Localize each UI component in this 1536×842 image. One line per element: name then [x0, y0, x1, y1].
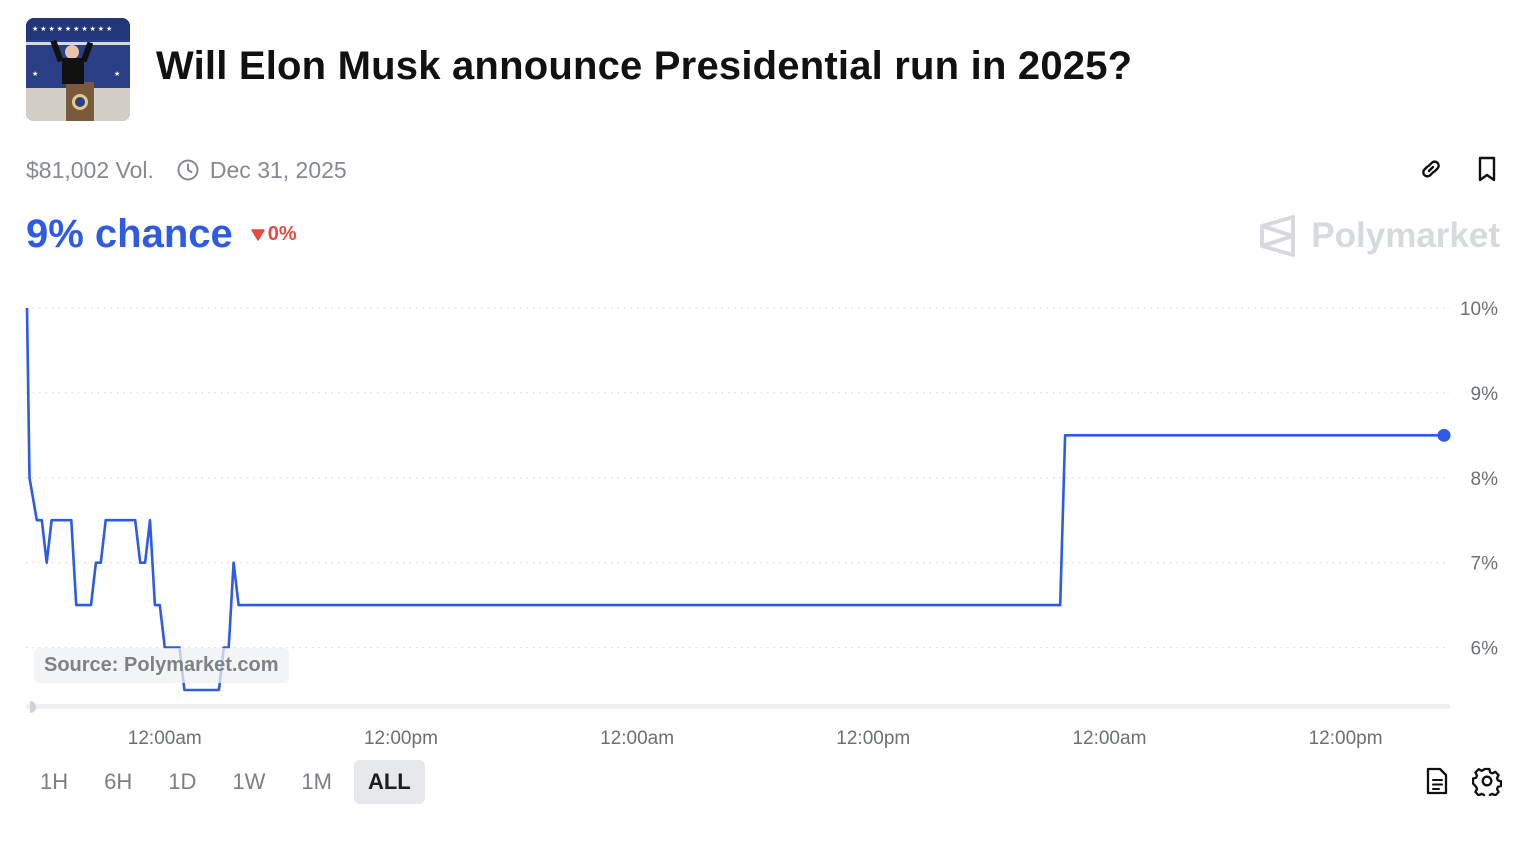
range-tab-6h[interactable]: 6H — [104, 769, 133, 794]
svg-text:★ ★ ★ ★ ★ ★ ★ ★ ★ ★: ★ ★ ★ ★ ★ ★ ★ ★ ★ ★ — [32, 25, 112, 33]
x-tick-label: 12:00am — [600, 728, 674, 749]
brand-name: Polymarket — [1311, 216, 1500, 255]
document-icon[interactable] — [1422, 766, 1452, 796]
top-actions — [1416, 154, 1502, 184]
x-tick-label: 12:00am — [1072, 728, 1146, 749]
down-triangle-icon — [251, 229, 265, 241]
polymarket-logo-icon — [1260, 215, 1296, 257]
market-meta: $81,002 Vol. Dec 31, 2025 — [26, 156, 347, 184]
range-tab-1d[interactable]: 1D — [168, 769, 197, 794]
range-tab-all[interactable]: ALL — [353, 760, 425, 804]
x-tick-label: 12:00am — [128, 728, 202, 749]
y-tick-label: 7% — [1471, 554, 1499, 575]
time-range-tabs: 1H 6H 1D 1W 1M ALL — [26, 760, 425, 804]
x-tick-label: 12:00pm — [364, 728, 438, 749]
settings-icon[interactable] — [1472, 766, 1502, 796]
link-icon[interactable] — [1416, 154, 1446, 184]
range-tab-1w[interactable]: 1W — [232, 769, 266, 794]
y-tick-label: 8% — [1471, 469, 1499, 490]
source-label: Source: Polymarket.com — [34, 648, 289, 683]
y-tick-label: 9% — [1471, 384, 1499, 405]
chart-scrubber-handle[interactable] — [30, 701, 36, 713]
y-tick-label: 6% — [1471, 639, 1499, 660]
chance-value: 9% chance — [26, 212, 233, 256]
chance-delta: 0% — [251, 223, 297, 246]
chance-row: 9% chance 0% — [26, 212, 297, 257]
clock-icon — [176, 158, 200, 182]
svg-text:★: ★ — [114, 70, 120, 78]
x-tick-label: 12:00pm — [836, 728, 910, 749]
end-date-text: Dec 31, 2025 — [209, 156, 347, 183]
range-tab-1h[interactable]: 1H — [40, 769, 69, 794]
last-point-marker — [1437, 428, 1451, 442]
svg-text:★: ★ — [32, 70, 38, 78]
bookmark-icon[interactable] — [1472, 154, 1502, 184]
volume-text: $81,002 Vol. — [26, 156, 154, 183]
market-image: ★ ★ ★ ★ ★ ★ ★ ★ ★ ★ ★ ★ — [26, 18, 130, 121]
series-line — [25, 307, 1444, 692]
market-title: Will Elon Musk announce Presidential run… — [156, 44, 1133, 88]
price-chart: 6% 7% 8% 9% 10% 12:00am 12:00pm 12:00am 12:00pm… — [25, 299, 1499, 749]
y-tick-label: 10% — [1460, 299, 1498, 320]
range-tab-1m[interactable]: 1M — [301, 769, 332, 794]
market-thumbnail: ★ ★ ★ ★ ★ ★ ★ ★ ★ ★ ★ ★ — [26, 18, 130, 121]
polymarket-watermark: Polymarket — [1259, 214, 1500, 258]
delta-value: 0% — [267, 223, 297, 245]
x-tick-label: 12:00pm — [1309, 728, 1383, 749]
chart-scrubber-track[interactable] — [26, 704, 1450, 709]
bottom-actions — [1422, 766, 1502, 796]
